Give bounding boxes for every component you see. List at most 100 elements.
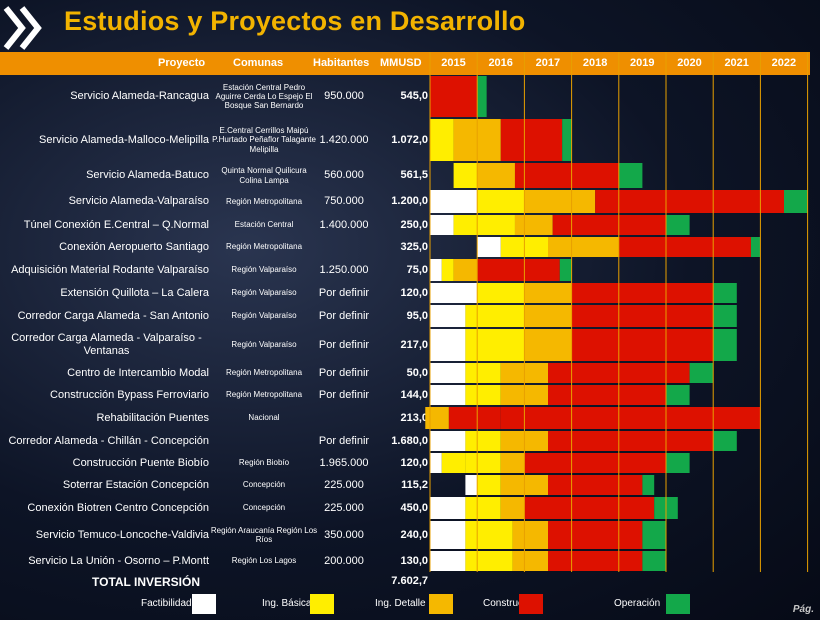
project-habitantes: Por definir <box>318 286 370 299</box>
legend-factibilidad-label: Factibilidad <box>141 598 192 609</box>
project-habitantes: 560.000 <box>324 169 364 182</box>
project-habitantes: 225.000 <box>324 501 364 514</box>
table-header: Proyecto Comunas Habitantes MMUSD 2015 20… <box>0 52 810 75</box>
project-name: Servicio La Unión - Osorno – P.Montt <box>28 554 209 567</box>
gantt-bar <box>430 453 442 473</box>
project-name: Túnel Conexión E.Central – Q.Normal <box>23 218 209 231</box>
project-name: Servicio Alameda-Malloco-Melipilla <box>39 133 209 146</box>
gantt-bar <box>642 551 666 571</box>
gantt-bar <box>430 551 466 571</box>
project-name: Conexión Aeropuerto Santiago <box>59 240 209 253</box>
year-header-2019: 2019 <box>630 57 655 69</box>
project-name: Corredor Carga Alameda - San Antonio <box>17 309 209 322</box>
project-mmusd: 75,0 <box>406 263 428 276</box>
gantt-bar <box>477 76 487 117</box>
legend-operacion-swatch <box>666 594 690 614</box>
gantt-bar <box>595 190 784 213</box>
project-habitantes: 225.000 <box>324 478 364 491</box>
gantt-bar <box>441 453 466 473</box>
project-name: Servicio Alameda-Batuco <box>86 169 209 182</box>
gantt-bar <box>453 163 478 188</box>
gantt-bar <box>548 237 619 257</box>
gantt-bar <box>548 363 690 383</box>
project-mmusd: 115,2 <box>401 478 428 491</box>
legend-operacion-label: Operación <box>614 598 661 609</box>
gantt-bar <box>618 237 751 257</box>
project-habitantes: 200.000 <box>324 554 364 567</box>
gantt-bar <box>548 385 666 405</box>
gantt-bar <box>430 431 466 451</box>
gantt-bar <box>500 453 525 473</box>
project-comunas: Estación Central Pedro Aguirre Cerda Lo … <box>215 82 313 111</box>
project-name: Servicio Temuco-Loncoche-Valdivia <box>35 528 209 541</box>
gantt-bar <box>559 259 572 281</box>
gantt-bar <box>430 190 478 213</box>
project-habitantes: 1.420.000 <box>319 133 369 146</box>
gantt-bar <box>430 119 454 161</box>
gantt-bar <box>477 190 525 213</box>
project-name: Rehabilitación Puentes <box>96 411 209 424</box>
gantt-bar <box>524 329 572 361</box>
gantt-bar <box>448 407 501 429</box>
project-mmusd: 144,0 <box>400 388 428 401</box>
project-comunas: Región Los Lagos <box>231 556 297 566</box>
project-comunas <box>210 430 318 452</box>
gantt-bar <box>453 215 515 235</box>
project-mmusd: 1.072,0 <box>391 133 428 146</box>
gantt-bar <box>666 385 690 405</box>
year-header-2022: 2022 <box>771 57 797 69</box>
gantt-bar <box>548 431 714 451</box>
gantt-bar <box>618 163 643 188</box>
gantt-bar <box>430 363 466 383</box>
gantt-bar <box>784 190 808 213</box>
project-name: Construcción Bypass Ferroviario <box>50 388 209 401</box>
gantt-bar <box>425 407 449 429</box>
project-comunas: Concepción <box>242 480 286 490</box>
gantt-bar <box>713 283 737 303</box>
project-comunas: E.Central Cerrillos Maipú P.Hurtado Peña… <box>212 126 316 154</box>
gantt-bar <box>666 453 690 473</box>
legend-ing-detalle-label: Ing. Detalle <box>375 598 426 609</box>
project-comunas: Concepción <box>242 503 286 513</box>
legend-ing-basica-swatch <box>310 594 334 614</box>
gantt-bar <box>548 475 643 495</box>
gantt-bar <box>465 329 525 361</box>
gantt-bar <box>552 215 666 235</box>
gantt-bar <box>512 551 548 571</box>
year-header-2020: 2020 <box>677 57 702 69</box>
project-comunas: Región Biobío <box>238 458 290 468</box>
project-mmusd: 213,0 <box>400 411 428 424</box>
year-header-2018: 2018 <box>582 57 608 69</box>
project-habitantes: Por definir <box>318 366 370 379</box>
gantt-bar <box>430 76 478 117</box>
gantt-bar <box>524 283 572 303</box>
total-label: TOTAL INVERSIÓN <box>92 575 201 589</box>
project-comunas: Región Metropolitana <box>225 368 303 378</box>
gantt-bar <box>465 305 525 327</box>
gantt-bar <box>430 521 466 549</box>
project-habitantes: 750.000 <box>324 195 364 208</box>
project-name: Extensión Quillota – La Calera <box>60 286 209 299</box>
project-comunas: Región Metropolitana <box>225 242 303 252</box>
gantt-bar <box>524 453 666 473</box>
project-comunas: Región Valparaíso <box>231 288 297 298</box>
legend-ing-basica-label: Ing. Básica <box>262 598 312 609</box>
gantt-bar <box>500 385 548 405</box>
gantt-bar <box>465 475 478 495</box>
project-name: Corredor Carga Alameda - Valparaíso - Ve… <box>11 332 202 357</box>
project-habitantes: Por definir <box>318 434 370 447</box>
project-name: Servicio Alameda-Rancagua <box>70 90 209 103</box>
gantt-bar <box>750 237 761 257</box>
project-name: Construcción Puente Biobío <box>72 456 209 469</box>
gantt-bar <box>465 363 501 383</box>
project-comunas: Región Valparaíso <box>231 340 297 350</box>
gantt-bar <box>465 431 501 451</box>
gantt-bar <box>430 329 466 361</box>
gantt-bar <box>500 363 548 383</box>
project-mmusd: 545,0 <box>400 90 428 103</box>
gantt-bar <box>642 475 655 495</box>
gantt-bar <box>548 551 643 571</box>
gantt-bar <box>430 215 454 235</box>
gantt-bar <box>430 497 466 519</box>
gantt-bar <box>477 163 515 188</box>
